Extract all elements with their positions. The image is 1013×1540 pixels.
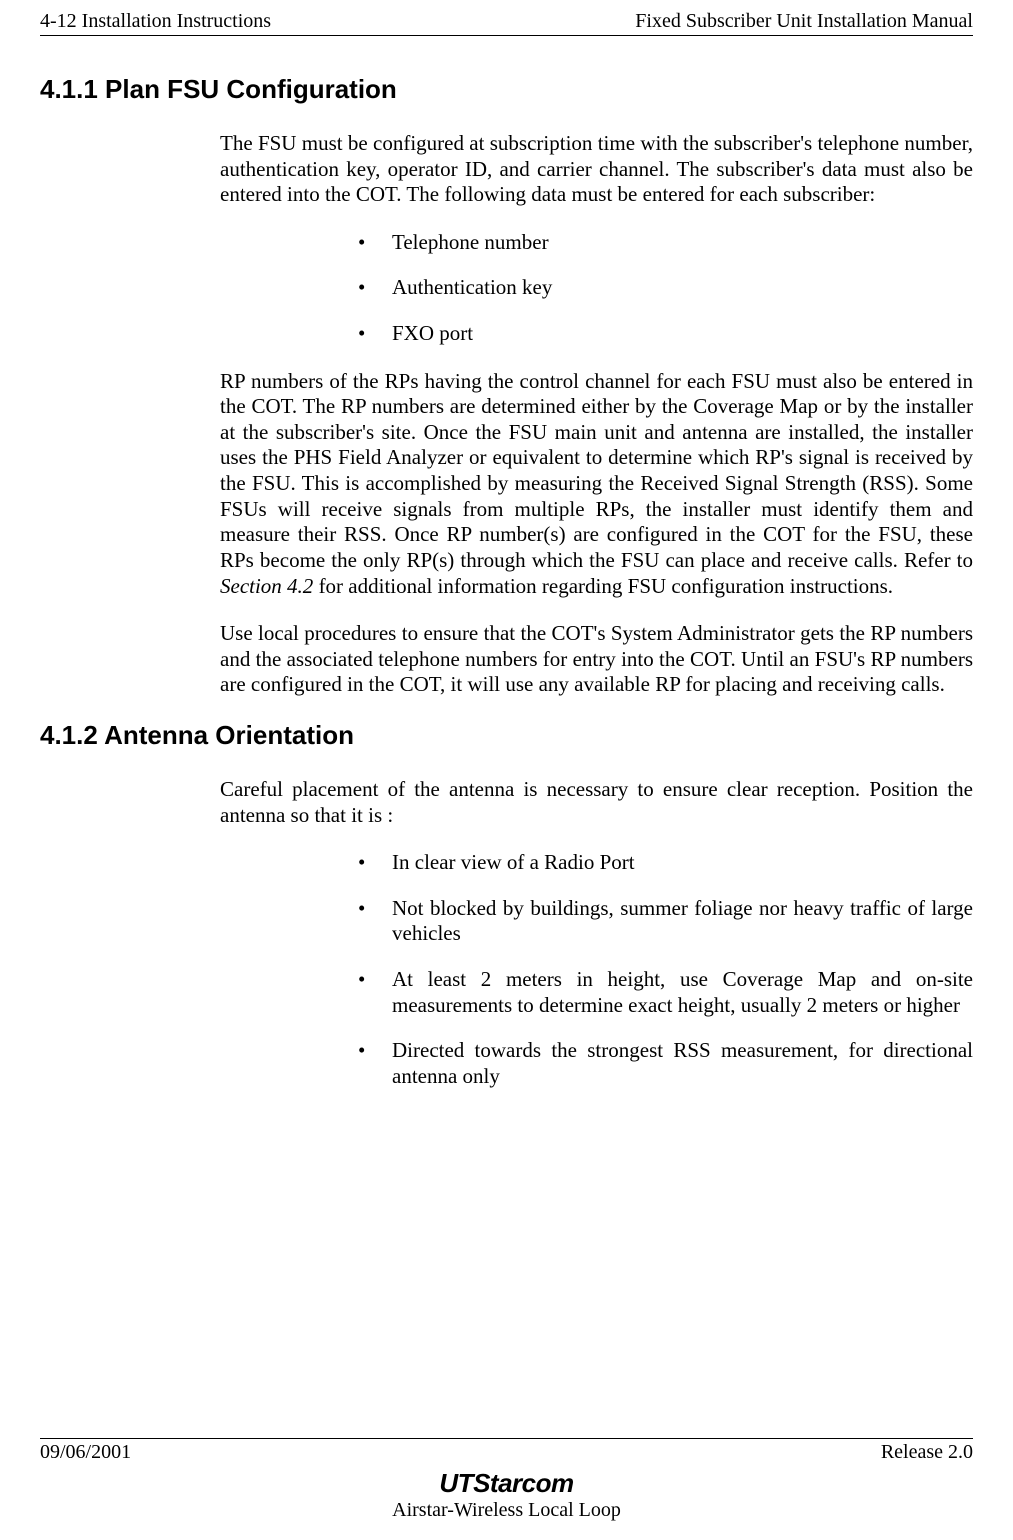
body-block-412: Careful placement of the antenna is nece… <box>220 777 973 1089</box>
list-item: Directed towards the strongest RSS measu… <box>358 1038 973 1089</box>
para-411-intro: The FSU must be configured at subscripti… <box>220 131 973 208</box>
page-footer: 09/06/2001 Release 2.0 UTStarcom Airstar… <box>40 1438 973 1522</box>
footer-release: Release 2.0 <box>881 1441 973 1464</box>
logo-text: UTStarcom <box>439 1468 573 1498</box>
logo-prefix: UT <box>439 1468 473 1498</box>
header-rule <box>40 35 973 36</box>
section-heading-411: 4.1.1 Plan FSU Configuration <box>40 74 973 105</box>
footer-center: UTStarcom Airstar-Wireless Local Loop <box>40 1468 973 1522</box>
footer-subbrand: Airstar-Wireless Local Loop <box>392 1499 621 1522</box>
para-411-rp: RP numbers of the RPs having the control… <box>220 369 973 599</box>
list-item: In clear view of a Radio Port <box>358 850 973 876</box>
footer-rule <box>40 1438 973 1439</box>
header-left: 4-12 Installation Instructions <box>40 10 271 33</box>
list-item: At least 2 meters in height, use Coverag… <box>358 967 973 1018</box>
page: 4-12 Installation Instructions Fixed Sub… <box>0 0 1013 1540</box>
list-item: Telephone number <box>358 230 973 256</box>
para-411-local: Use local procedures to ensure that the … <box>220 621 973 698</box>
para-411-rp-part2: for additional information regarding FSU… <box>313 574 893 598</box>
list-item: FXO port <box>358 321 973 347</box>
list-item: Authentication key <box>358 275 973 301</box>
logo: UTStarcom Airstar-Wireless Local Loop <box>392 1468 621 1522</box>
para-412-intro: Careful placement of the antenna is nece… <box>220 777 973 828</box>
bullet-list-411: Telephone number Authentication key FXO … <box>358 230 973 347</box>
header-right: Fixed Subscriber Unit Installation Manua… <box>635 10 973 33</box>
footer-row: 09/06/2001 Release 2.0 <box>40 1441 973 1464</box>
page-header: 4-12 Installation Instructions Fixed Sub… <box>40 10 973 33</box>
footer-date: 09/06/2001 <box>40 1441 131 1464</box>
bullet-list-412: In clear view of a Radio Port Not blocke… <box>358 850 973 1089</box>
body-block-411: The FSU must be configured at subscripti… <box>220 131 973 698</box>
section-heading-412: 4.1.2 Antenna Orientation <box>40 720 973 751</box>
list-item: Not blocked by buildings, summer foliage… <box>358 896 973 947</box>
section-ref-42: Section 4.2 <box>220 574 313 598</box>
para-411-rp-part1: RP numbers of the RPs having the control… <box>220 369 973 572</box>
logo-suffix: Starcom <box>473 1468 574 1498</box>
